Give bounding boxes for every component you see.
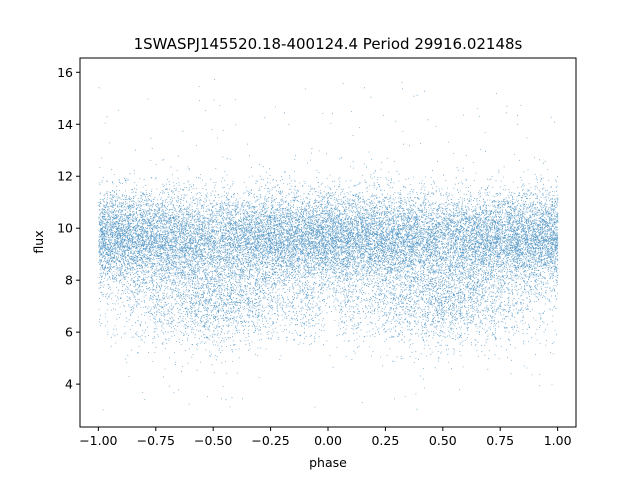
x-tick-label: −0.50 [194, 433, 232, 448]
y-tick-label: 12 [57, 169, 73, 184]
x-tick-label: −1.00 [79, 433, 117, 448]
y-tick-label: 14 [57, 117, 73, 132]
y-tick-label: 10 [57, 221, 73, 236]
x-tick-label: 1.00 [544, 433, 572, 448]
y-tick-label: 16 [57, 65, 73, 80]
x-tick-label: 0.00 [314, 433, 342, 448]
x-axis: −1.00 −0.75 −0.50 −0.25 0.00 0.25 0.50 0.75 1.00 [79, 427, 572, 448]
x-tick-label: 0.50 [429, 433, 457, 448]
x-tick-label: 0.25 [371, 433, 399, 448]
y-tick-label: 6 [65, 325, 73, 340]
chart-title: 1SWASPJ145520.18-400124.4 Period 29916.0… [134, 35, 523, 53]
x-axis-label: phase [309, 455, 347, 470]
data-points [98, 79, 559, 411]
y-axis-label: flux [31, 230, 46, 253]
y-tick-label: 8 [65, 273, 73, 288]
x-tick-label: 0.75 [486, 433, 514, 448]
scatter-points [98, 79, 559, 411]
y-tick-label: 4 [65, 377, 73, 392]
x-tick-label: −0.25 [251, 433, 289, 448]
x-tick-label: −0.75 [137, 433, 175, 448]
y-axis: 4 6 8 10 12 14 16 [57, 65, 80, 392]
